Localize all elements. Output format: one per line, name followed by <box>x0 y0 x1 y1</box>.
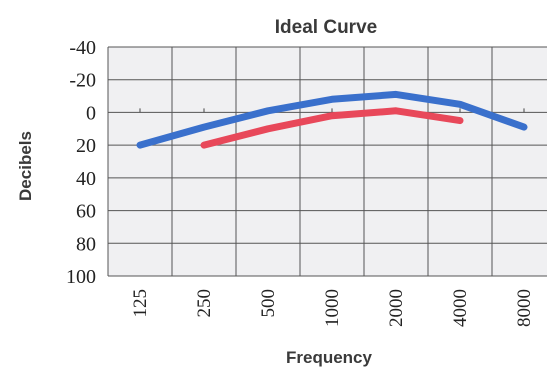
data-point <box>138 143 142 148</box>
y-tick-label: -40 <box>69 37 96 59</box>
plot-background <box>108 47 547 276</box>
plot-area: -40 -20 0 20 40 60 80 100 125 250 500 1000 2000 4000 8… <box>66 37 547 327</box>
data-point <box>266 108 270 113</box>
x-tick-label: 1000 <box>322 289 343 327</box>
data-point <box>202 143 206 148</box>
data-point <box>202 125 206 130</box>
x-tick-label: 125 <box>130 289 151 318</box>
data-point <box>522 125 526 130</box>
y-axis-title: Decibels <box>16 131 35 201</box>
data-point <box>394 108 398 113</box>
y-tick-label: 80 <box>76 233 96 255</box>
data-point <box>330 97 334 102</box>
y-tick-label: -20 <box>69 70 96 92</box>
y-tick-label: 100 <box>66 266 96 288</box>
y-tick-label: 20 <box>76 135 96 157</box>
y-tick-label: 40 <box>76 168 96 190</box>
data-point <box>330 113 334 118</box>
x-axis-title: Frequency <box>286 348 373 367</box>
data-point <box>458 118 462 123</box>
x-tick-label: 250 <box>194 289 215 318</box>
data-point <box>458 102 462 107</box>
x-tick-label: 4000 <box>450 289 471 327</box>
x-tick-label: 8000 <box>514 289 535 327</box>
data-point <box>266 126 270 131</box>
chart-title: Ideal Curve <box>275 17 377 38</box>
y-tick-label: 60 <box>76 201 96 223</box>
x-tick-label: 2000 <box>386 289 407 327</box>
data-point <box>394 92 398 97</box>
x-tick-label: 500 <box>258 289 279 318</box>
y-tick-label: 0 <box>86 102 96 124</box>
